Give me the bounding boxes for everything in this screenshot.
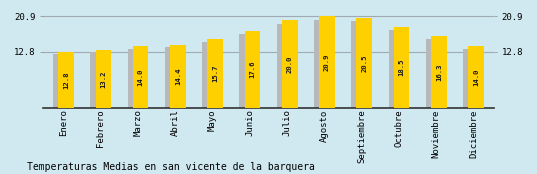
Bar: [90, 52, 106, 108]
Bar: [133, 46, 148, 108]
Bar: [202, 42, 218, 108]
Bar: [314, 20, 330, 108]
Text: 17.6: 17.6: [250, 61, 256, 78]
Text: Temperaturas Medias en san vicente de la barquera: Temperaturas Medias en san vicente de la…: [27, 162, 315, 172]
Text: 14.0: 14.0: [473, 68, 479, 86]
Bar: [245, 31, 260, 108]
Text: 14.0: 14.0: [137, 68, 143, 86]
Bar: [207, 39, 223, 108]
Text: 14.4: 14.4: [175, 68, 181, 85]
Text: 20.5: 20.5: [361, 54, 367, 72]
Bar: [357, 18, 372, 108]
Text: 15.7: 15.7: [212, 65, 218, 82]
Bar: [128, 49, 143, 108]
Bar: [319, 16, 335, 108]
Bar: [468, 46, 484, 108]
Text: 13.2: 13.2: [100, 70, 106, 88]
Bar: [426, 39, 441, 108]
Text: 20.0: 20.0: [287, 55, 293, 73]
Bar: [394, 27, 409, 108]
Text: 16.3: 16.3: [436, 63, 442, 81]
Bar: [351, 22, 367, 108]
Bar: [431, 36, 447, 108]
Text: 12.8: 12.8: [63, 71, 69, 89]
Bar: [96, 50, 111, 108]
Bar: [170, 45, 186, 108]
Text: 18.5: 18.5: [398, 58, 404, 76]
Bar: [463, 49, 479, 108]
Bar: [58, 52, 74, 108]
Bar: [240, 34, 255, 108]
Bar: [165, 47, 180, 108]
Bar: [282, 20, 297, 108]
Bar: [277, 24, 292, 108]
Bar: [53, 54, 69, 108]
Bar: [389, 30, 404, 108]
Text: 20.9: 20.9: [324, 53, 330, 71]
